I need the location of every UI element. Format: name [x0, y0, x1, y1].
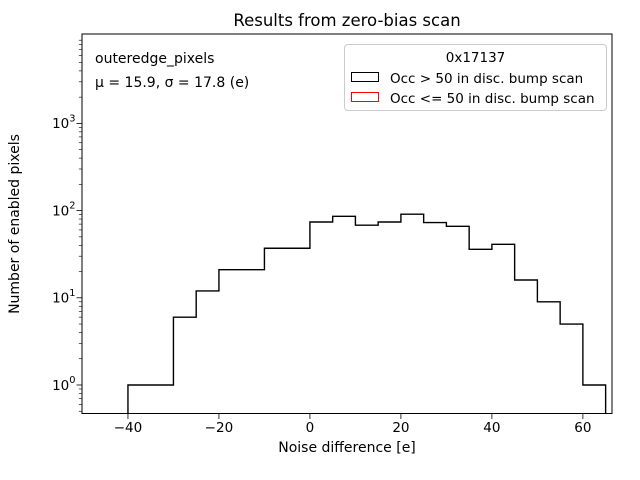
svg-text:20: 20	[392, 420, 409, 436]
red-outline-swatch-icon	[351, 92, 379, 102]
legend-entry-occ-le-50: Occ <= 50 in disc. bump scan	[345, 91, 606, 111]
svg-text:60: 60	[574, 420, 591, 436]
svg-text:100: 100	[52, 375, 75, 394]
x-axis-label: Noise difference [e]	[278, 440, 416, 456]
y-axis-minor-ticks	[78, 39, 82, 412]
chart-title: Results from zero-bias scan	[233, 11, 461, 30]
legend-entry-label: Occ <= 50 in disc. bump scan	[390, 91, 595, 107]
svg-text:101: 101	[52, 288, 75, 307]
legend-entry-label: Occ > 50 in disc. bump scan	[390, 71, 584, 87]
svg-text:102: 102	[52, 201, 75, 220]
axes-frame	[81, 33, 613, 414]
x-axis-ticks: −40 −20 0 20 40 60	[114, 413, 591, 436]
legend-entry-occ-gt-50: Occ > 50 in disc. bump scan	[345, 71, 606, 91]
y-axis-major-ticks: 100 101 102 103	[52, 113, 82, 394]
svg-text:40: 40	[483, 420, 500, 436]
svg-text:0: 0	[306, 420, 315, 436]
legend-title: 0x17137	[445, 50, 506, 66]
svg-text:−20: −20	[205, 420, 234, 436]
legend: 0x17137 Occ > 50 in disc. bump scan Occ …	[344, 44, 607, 111]
black-outline-swatch-icon	[351, 72, 379, 82]
svg-text:−40: −40	[114, 420, 143, 436]
annotation-dataset-name: outeredge_pixels	[95, 51, 215, 67]
svg-text:103: 103	[52, 113, 75, 132]
annotation-mu-sigma: μ = 15.9, σ = 17.8 (e)	[95, 75, 250, 91]
histogram-step-line-0	[127, 213, 607, 414]
y-axis-label: Number of enabled pixels	[7, 134, 23, 314]
